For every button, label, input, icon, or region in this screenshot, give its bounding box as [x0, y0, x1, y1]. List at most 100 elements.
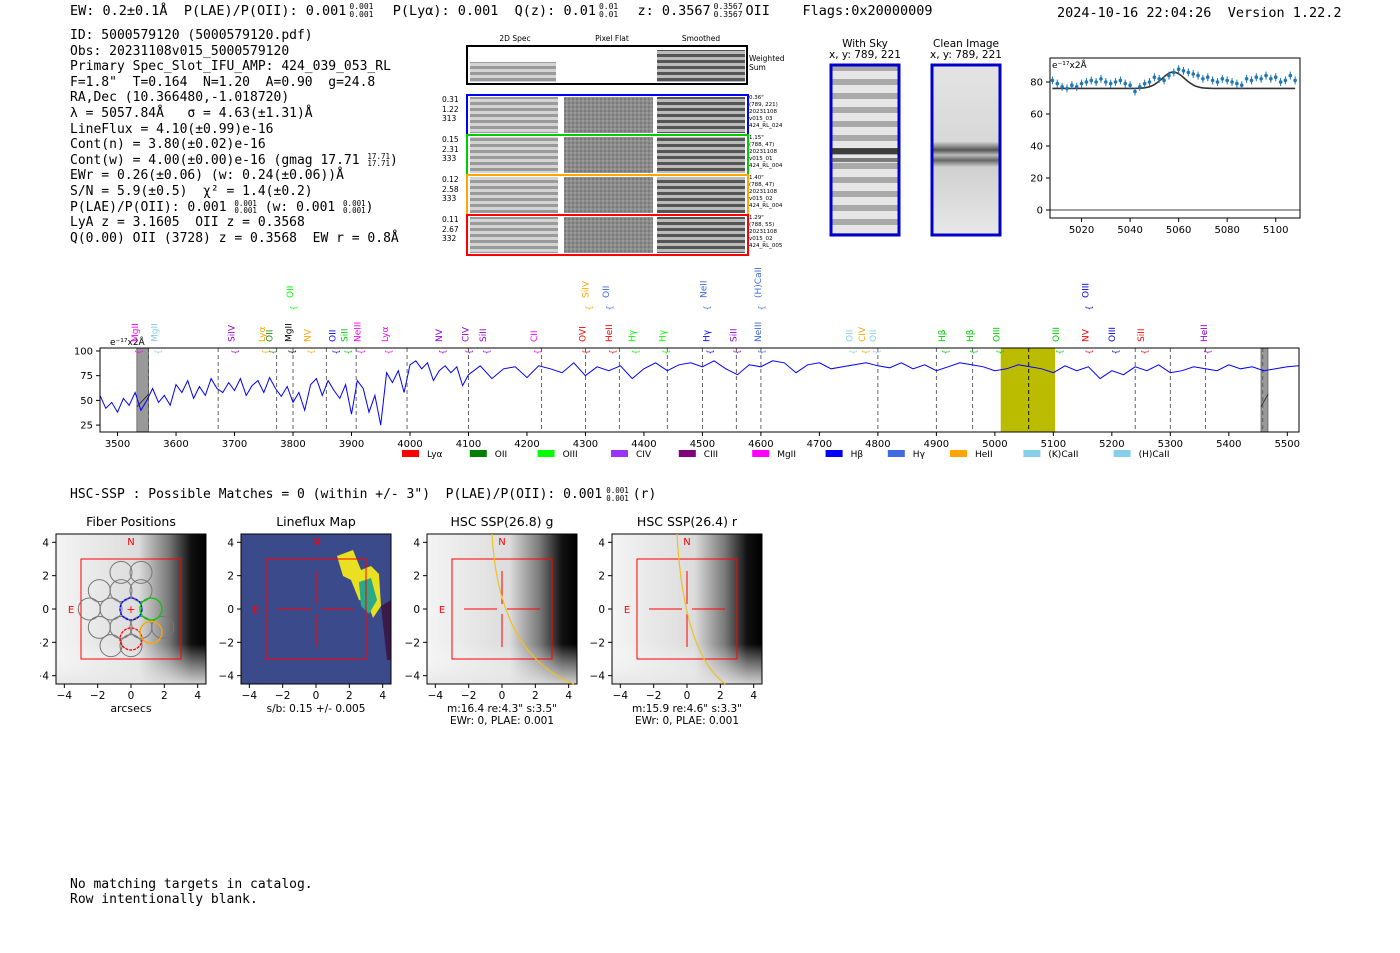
panel-xtick-label: 4: [379, 690, 386, 702]
cutout-col-title: Smoothed: [682, 34, 721, 43]
spectrum-line-brace: {: [356, 349, 365, 354]
north-label: N: [683, 537, 690, 548]
with-sky-title: With Sky: [842, 38, 888, 50]
plae-value: P(LAE)/P(OII): 0.001: [183, 3, 347, 19]
panel-xtick-label: −4: [613, 690, 629, 702]
east-label: E: [624, 605, 630, 616]
spectrum-line-brace: {: [631, 349, 640, 354]
spectrum-xtick-label: 4800: [865, 439, 890, 450]
legend-label: (H)CaII: [1139, 450, 1170, 460]
legend-swatch: [611, 450, 628, 457]
imaging-panels: Fiber Positions + N E −4 4 −2 2 0 0 2 −2 4 −4 arcsecs L…: [40, 514, 763, 725]
spectrum-xtick-label: 3700: [222, 439, 247, 450]
zoom-data-point: [1113, 80, 1118, 84]
weighted-sum-smoothed: [657, 50, 745, 82]
spectrum-line-label: Hβ: [966, 329, 976, 342]
detection-info: ID: 5000579120 (5000579120.pdf) Obs: 202…: [70, 28, 399, 246]
fiber-circle-highlight: [119, 597, 143, 621]
spectrum-masked-band: [1260, 347, 1269, 433]
spectrum-line-label: NV: [1081, 328, 1091, 342]
legend-swatch: [537, 450, 555, 457]
spectrum-line-brace: {: [287, 349, 296, 354]
datetime: 2024-10-16 22:04:26: [1057, 5, 1212, 21]
zoom-data-point: [1128, 83, 1132, 87]
aperture-box: [451, 558, 553, 660]
info-line: ID: 5000579120 (5000579120.pdf): [70, 28, 313, 43]
panel-xtick-label: 4: [565, 690, 572, 702]
legend-swatch: [1113, 450, 1131, 457]
fiber-circle: [99, 597, 123, 621]
north-label: N: [498, 537, 505, 548]
spectrum-line-brace: {: [261, 349, 270, 354]
header-line: EW: 0.2±0.1Å P(LAE)/P(OII): 0.001 0.001 0.…: [70, 2, 933, 20]
zoom-plot-frame: [1049, 57, 1301, 219]
spectrum-xtick-label: 5300: [1158, 439, 1183, 450]
panel-xtick-label: 0: [499, 690, 506, 702]
zoom-xtick-label: 5080: [1214, 225, 1239, 235]
panel-ytick-label: −2: [219, 637, 234, 649]
spectrum-line-label: NV: [435, 328, 445, 342]
zoom-data-point: [1055, 81, 1060, 86]
legend-label: HeII: [975, 450, 993, 460]
datestamp: 2024-10-16 22:04:26 Version 1.22.2: [1057, 5, 1342, 21]
zoom-ytick-label: 60: [1030, 110, 1043, 121]
plae-range: 0.001 0.001: [349, 2, 374, 19]
zoom-data-point: [1283, 78, 1288, 83]
panel-ytick-label: 4: [413, 537, 420, 549]
zoom-xtick-label: 5060: [1166, 225, 1191, 235]
zoom-data-point: [1074, 85, 1079, 89]
spectrum-xtick-label: 3900: [339, 439, 364, 450]
spectrum-line-brace: {: [343, 349, 352, 354]
north-label: N: [127, 537, 134, 548]
panel-xtick-label: −4: [242, 690, 258, 702]
spectrum-line-label: CIV: [858, 326, 868, 342]
qz-range: 0.01 0.01: [598, 2, 619, 19]
zoom-data-point: [1079, 81, 1084, 86]
panel-ytick-label: 2: [42, 571, 49, 583]
footer-line-2: Row intentionally blank.: [70, 892, 258, 907]
panel-xtick-label: 0: [128, 690, 135, 702]
spectrum-line-brace: {: [996, 349, 1005, 354]
legend-swatch: [950, 450, 967, 457]
cutout-pixel-flat: [564, 97, 653, 133]
spectrum-line-label: NeII: [700, 280, 710, 298]
spectrum-masked-band: [136, 347, 149, 433]
cutout-row-stats: 0.12 2.58 333: [442, 175, 459, 203]
info-line: Cont(n) = 3.80(±0.02)e-16: [70, 137, 266, 153]
north-label: N: [312, 537, 319, 548]
zoom-data-point: [1050, 78, 1055, 83]
spectrum-line-brace: {: [732, 349, 741, 354]
spectrum-line-label: HeII: [1200, 324, 1210, 342]
zoom-data-point: [1089, 78, 1094, 83]
zoom-data-point: [1142, 81, 1147, 86]
info-line: Obs: 20231108v015_5000579120: [70, 43, 290, 59]
zoom-data-point: [1133, 89, 1137, 94]
cutout-smoothed: [657, 177, 745, 213]
spectrum-line-label: NeIII: [754, 322, 764, 342]
flags-value: Flags:0x20000009: [802, 3, 933, 19]
spectrum-line-brace: {: [153, 349, 162, 354]
panel-xtick-label: −4: [57, 690, 73, 702]
spectrum-line-brace: {: [584, 305, 593, 310]
spectrum-line-brace: {: [307, 349, 316, 354]
panel-ytick-label: −2: [590, 637, 605, 649]
spectrum-xtick-label: 5200: [1099, 439, 1124, 450]
zoom-ylabel: e⁻¹⁷x2Å: [1052, 59, 1088, 71]
spectrum-xtick-label: 4400: [631, 439, 656, 450]
spectrum-line-label: SiIV: [581, 280, 591, 298]
spectrum-line-brace: {: [849, 349, 858, 354]
zoom-data-point: [1176, 67, 1181, 71]
galaxy-ellipse: [676, 533, 726, 685]
fiber-circle: [109, 579, 133, 603]
zoom-data-point: [1191, 72, 1196, 76]
cutout-smoothed: [657, 137, 745, 173]
spectrum-line-brace: {: [757, 305, 766, 310]
panel-title: Lineflux Map: [276, 514, 356, 529]
spectrum-line-label: OIII: [993, 327, 1003, 342]
footer-line-1: No matching targets in catalog.: [70, 877, 313, 892]
spectrum-line-label: SiII: [1137, 328, 1147, 342]
panel-ytick-label: −4: [405, 671, 421, 683]
panel-xtick-label: 0: [684, 690, 691, 702]
spectrum-line-brace: {: [705, 349, 714, 354]
zoom-ytick-label: 0: [1037, 206, 1043, 217]
